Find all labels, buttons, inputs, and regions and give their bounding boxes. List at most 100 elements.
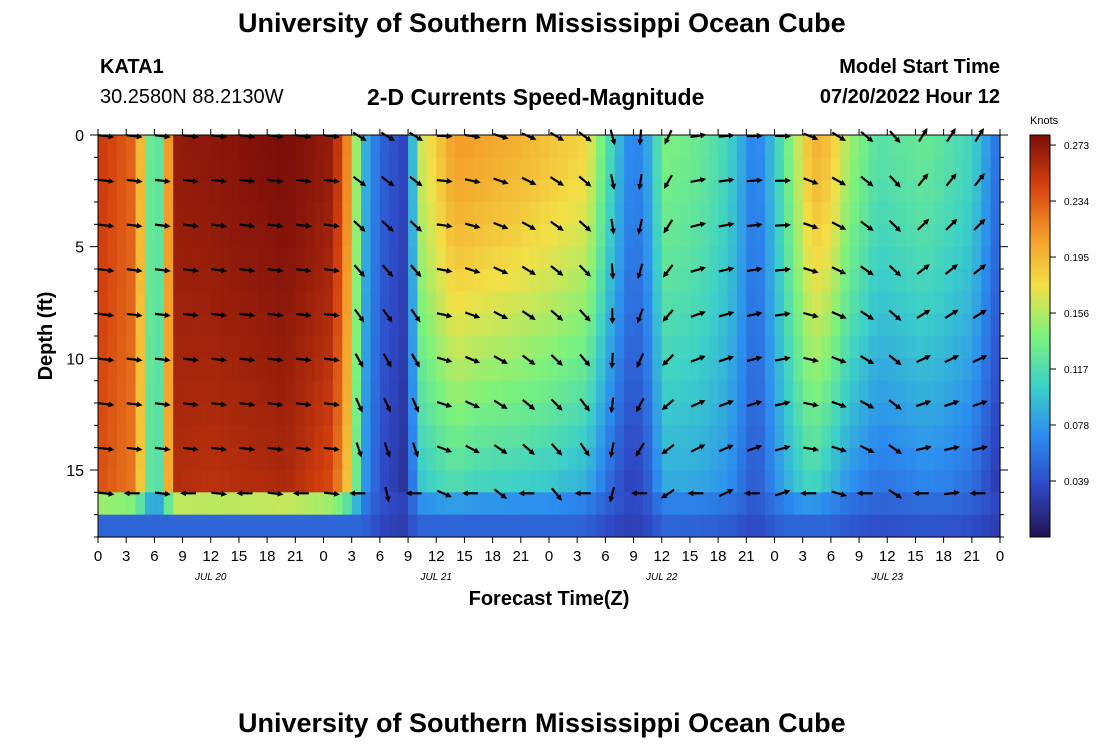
heatmap-cell xyxy=(718,358,729,382)
heatmap-cell xyxy=(586,358,597,382)
heatmap-cell xyxy=(464,291,475,315)
heatmap-cell xyxy=(990,425,1001,449)
current-vector xyxy=(436,312,453,319)
heatmap-cell xyxy=(624,514,635,538)
heatmap-cell xyxy=(605,291,616,315)
heatmap-cell xyxy=(746,492,757,516)
current-vector xyxy=(718,310,735,318)
heatmap-cell xyxy=(295,202,306,225)
heatmap-cell xyxy=(408,157,419,181)
heatmap-cell xyxy=(107,514,118,538)
heatmap-cell xyxy=(567,336,578,359)
heatmap-cell xyxy=(408,514,419,538)
heatmap-cell xyxy=(304,403,315,426)
current-vector xyxy=(436,445,453,453)
heatmap-cell xyxy=(135,336,146,359)
heatmap-cell xyxy=(689,224,700,248)
heatmap-cell xyxy=(483,336,494,359)
heatmap-cell xyxy=(201,313,212,337)
current-vector xyxy=(972,309,987,320)
heatmap-cell xyxy=(840,135,851,158)
heatmap-cell xyxy=(445,380,456,404)
heatmap-cell xyxy=(135,492,146,516)
heatmap-cell xyxy=(577,425,588,449)
heatmap-cell xyxy=(483,358,494,382)
heatmap-cell xyxy=(558,380,569,404)
heatmap-cell xyxy=(868,157,879,181)
current-vector xyxy=(664,129,673,145)
heatmap-cell xyxy=(793,358,804,382)
heatmap-cell xyxy=(502,313,513,337)
heatmap-cell xyxy=(689,447,700,471)
heatmap-cell xyxy=(821,135,832,158)
heatmap-cell xyxy=(549,224,559,248)
heatmap-cell xyxy=(934,224,945,248)
x-tick-label: 12 xyxy=(428,548,445,565)
current-vector xyxy=(493,488,508,500)
heatmap-cell xyxy=(436,135,447,158)
heatmap-cell xyxy=(699,224,710,248)
heatmap-cell xyxy=(295,447,306,471)
heatmap-cell xyxy=(342,224,353,248)
heatmap-cell xyxy=(605,179,616,203)
heatmap-cell xyxy=(323,269,334,292)
colorbar-tick-label: 0.195 xyxy=(1064,253,1089,264)
heatmap-cell xyxy=(182,336,193,359)
heatmap-cell xyxy=(652,425,663,449)
colorbar: Knots 0.2730.2340.1950.1560.1170.0780.03… xyxy=(1029,115,1089,538)
heatmap-cell xyxy=(361,179,372,203)
heatmap-cell xyxy=(642,403,653,426)
heatmap-cell xyxy=(652,135,663,158)
heatmap-cell xyxy=(755,425,766,449)
heatmap-cell xyxy=(107,425,118,449)
heatmap-cell xyxy=(257,224,268,248)
heatmap-cell xyxy=(163,403,174,426)
current-vector xyxy=(267,222,284,229)
heatmap-cell xyxy=(586,313,597,337)
heatmap-cell xyxy=(830,157,841,181)
heatmap-cell xyxy=(671,447,682,471)
current-vector xyxy=(746,266,763,273)
heatmap-cell xyxy=(868,224,879,248)
heatmap-cell xyxy=(680,380,691,404)
heatmap-cell xyxy=(248,336,259,359)
heatmap-cell xyxy=(840,447,851,471)
heatmap-cell xyxy=(614,514,625,538)
heatmap-cell xyxy=(502,425,513,449)
heatmap-cell xyxy=(661,157,672,181)
heatmap-cell xyxy=(915,403,926,426)
heatmap-cell xyxy=(342,514,353,538)
heatmap-cell xyxy=(144,358,155,382)
heatmap-cell xyxy=(567,269,578,292)
heatmap-cell xyxy=(295,224,306,248)
heatmap-cell xyxy=(830,380,841,404)
heatmap-cell xyxy=(586,291,597,315)
heatmap-cell xyxy=(530,202,541,225)
heatmap-cell xyxy=(671,313,682,337)
heatmap-cell xyxy=(502,380,513,404)
heatmap-cell xyxy=(802,246,813,270)
heatmap-cell xyxy=(502,202,513,225)
heatmap-cell xyxy=(417,224,428,248)
heatmap-cell xyxy=(924,336,935,359)
heatmap-cell xyxy=(455,380,466,404)
heatmap-cell xyxy=(285,157,296,181)
heatmap-cell xyxy=(896,224,907,248)
heatmap-cell xyxy=(154,313,165,337)
heatmap-cell xyxy=(426,470,437,493)
heatmap-cell xyxy=(812,358,823,382)
heatmap-cell xyxy=(191,447,202,471)
heatmap-cell xyxy=(135,403,146,426)
heatmap-cell xyxy=(361,224,372,248)
heatmap-cell xyxy=(163,336,174,359)
heatmap-cell xyxy=(144,179,155,203)
heatmap-cell xyxy=(887,157,898,181)
heatmap-cell xyxy=(595,291,606,315)
heatmap-cell xyxy=(906,202,917,225)
heatmap-cell xyxy=(426,179,437,203)
heatmap-cell xyxy=(473,380,484,404)
heatmap-cell xyxy=(98,447,108,471)
heatmap-cell xyxy=(295,269,306,292)
heatmap-cell xyxy=(220,246,231,270)
heatmap-cell xyxy=(539,492,550,516)
